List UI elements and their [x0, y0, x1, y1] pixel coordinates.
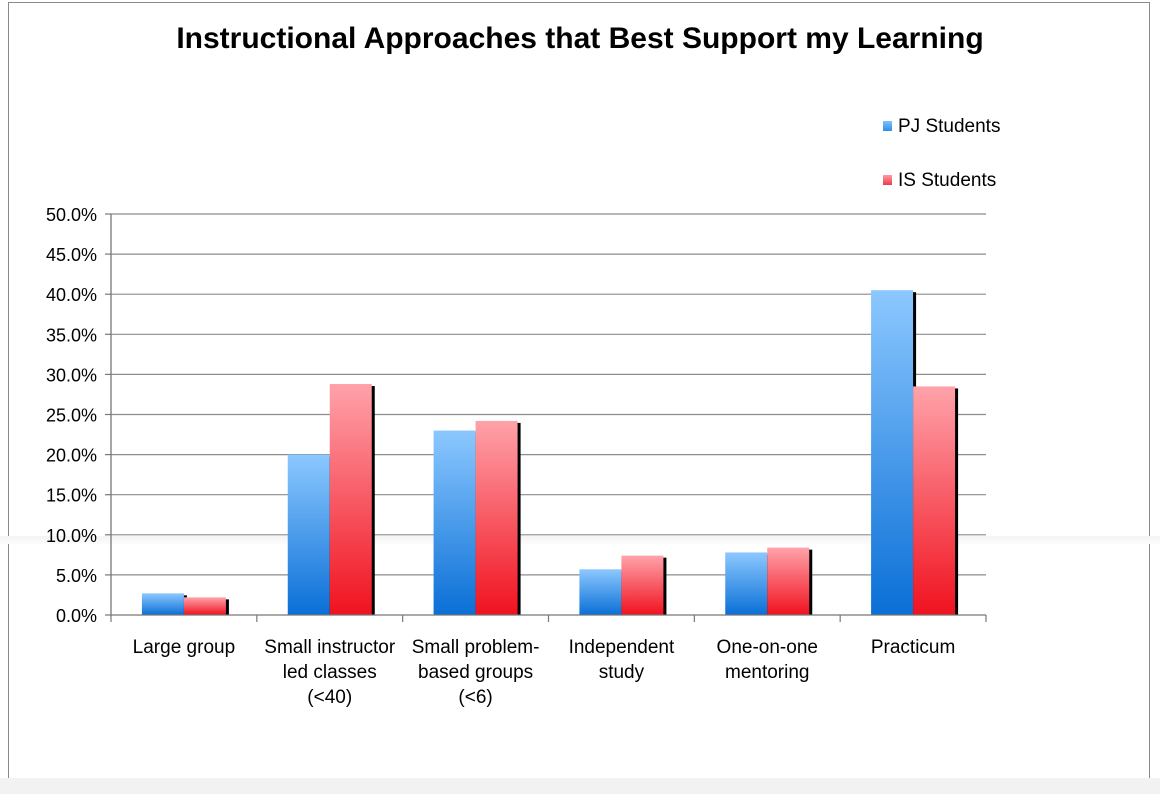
x-category-label: Small problem-based groups (<6): [412, 637, 540, 708]
bar-is: [329, 384, 372, 615]
bar-pj: [433, 430, 476, 615]
y-tick-label: 45.0%: [46, 245, 97, 265]
bar-is: [621, 555, 664, 615]
x-category-label: Large group: [133, 637, 235, 658]
y-tick-label: 20.0%: [46, 446, 97, 466]
bar-is: [913, 386, 956, 615]
x-category-label: One-on-one mentoring: [717, 637, 818, 683]
bar-pj: [141, 593, 184, 615]
bar-pj: [871, 290, 914, 615]
x-category-label: Independent study: [569, 637, 675, 683]
x-category-label: Small instructor led classes (<40): [264, 637, 396, 708]
legend-label-pj: PJ Students: [898, 116, 1001, 137]
y-tick-label: 25.0%: [46, 406, 97, 426]
legend-label-is: IS Students: [898, 170, 997, 191]
bar-is: [183, 597, 226, 615]
y-tick-label: 40.0%: [46, 285, 97, 305]
background-band-bottom: [0, 778, 1160, 794]
y-tick-label: 5.0%: [56, 566, 97, 586]
y-tick-label: 0.0%: [56, 606, 97, 626]
bar-pj: [579, 569, 622, 615]
y-tick-label: 30.0%: [46, 365, 97, 385]
bar-pj: [287, 454, 330, 615]
chart-frame: [8, 2, 1150, 787]
background-band: [0, 536, 1160, 544]
chart-title: Instructional Approaches that Best Suppo…: [176, 22, 984, 55]
bar-is: [475, 420, 518, 615]
y-tick-label: 10.0%: [46, 526, 97, 546]
legend-swatch-is: [883, 175, 892, 185]
y-tick-label: 50.0%: [46, 205, 97, 225]
y-tick-label: 15.0%: [46, 486, 97, 506]
y-tick-label: 35.0%: [46, 325, 97, 345]
legend-swatch-pj: [883, 121, 892, 131]
bar-is: [767, 547, 810, 615]
x-category-label: Practicum: [871, 637, 955, 658]
bar-pj: [725, 552, 768, 615]
